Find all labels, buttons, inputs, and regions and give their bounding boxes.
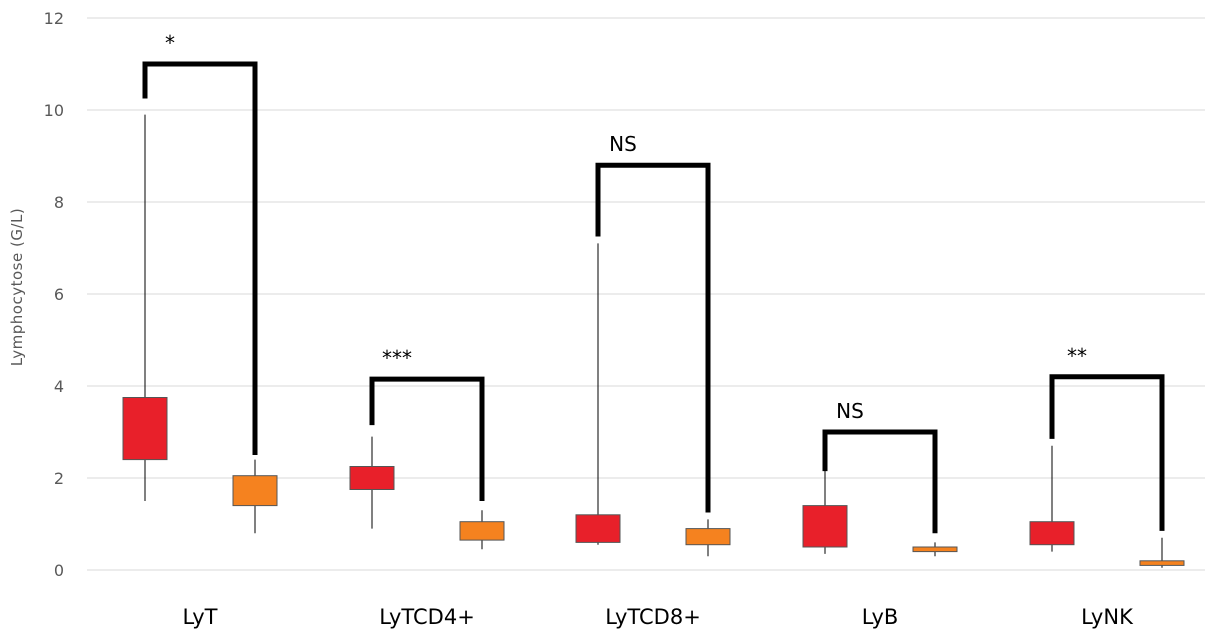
x-tick-label: LyTCD8+ (605, 605, 701, 629)
box-rect (122, 397, 168, 461)
significance-bracket (1049, 374, 1165, 531)
x-tick-label: LyB (862, 605, 899, 629)
y-tick-label: 0 (54, 561, 64, 580)
significance-label: NS (609, 132, 637, 156)
box-whisker (349, 436, 395, 529)
box-whisker (122, 114, 168, 501)
box-whisker (459, 510, 505, 550)
significance-label: * (165, 31, 175, 55)
y-axis-ticks: 0 2 4 6 8 10 12 (44, 9, 64, 580)
box-rect (349, 466, 395, 490)
significance-label: ** (1067, 344, 1087, 368)
y-axis-label: Lymphocytose (G/L) (8, 208, 26, 366)
box-whisker (912, 542, 958, 557)
box-whisker (802, 466, 848, 554)
significance-label: NS (836, 399, 864, 423)
x-tick-label: LyNK (1081, 605, 1134, 629)
box-layer (122, 114, 1185, 568)
box-rect (912, 546, 958, 553)
significance-bracket (595, 162, 711, 513)
y-tick-label: 6 (54, 285, 64, 304)
x-tick-label: LyT (182, 605, 217, 629)
box-rect (1139, 560, 1185, 566)
box-whisker (685, 519, 731, 557)
box-rect (575, 514, 621, 543)
x-axis-ticks: LyT LyTCD4+ LyTCD8+ LyB LyNK (182, 605, 1134, 629)
box-whisker (1029, 445, 1075, 552)
significance-bracket (822, 429, 938, 534)
box-whisker (232, 459, 278, 534)
y-tick-label: 12 (44, 9, 64, 28)
box-rect (802, 505, 848, 548)
y-tick-label: 2 (54, 469, 64, 488)
box-whisker (1139, 537, 1185, 568)
y-tick-label: 4 (54, 377, 64, 396)
x-tick-label: LyTCD4+ (379, 605, 475, 629)
box-whisker (575, 243, 621, 545)
box-rect (1029, 521, 1075, 546)
y-tick-label: 8 (54, 193, 64, 212)
y-tick-label: 10 (44, 101, 64, 120)
box-rect (232, 475, 278, 507)
box-rect (459, 521, 505, 541)
significance-bracket (142, 61, 258, 455)
box-rect (685, 528, 731, 546)
significance-label: *** (382, 346, 412, 370)
significance-bracket (369, 376, 485, 501)
